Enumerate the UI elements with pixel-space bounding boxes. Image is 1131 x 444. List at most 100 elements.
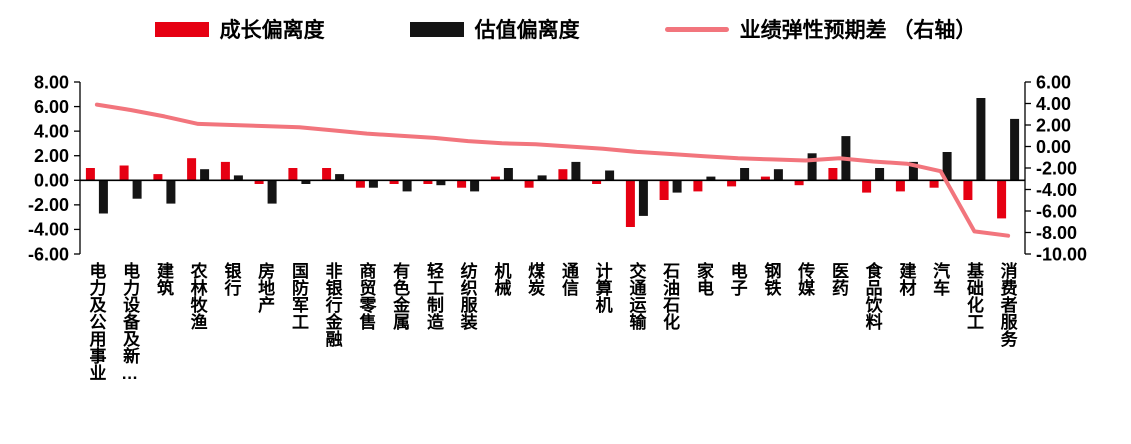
bar-growth: [85, 168, 95, 181]
bar-valuation: [402, 180, 412, 192]
x-axis-label: 通信: [558, 262, 578, 296]
bar-growth: [457, 180, 467, 188]
legend-swatch-pink-line-icon: [664, 26, 729, 32]
x-axis-label: 食品饮料: [862, 262, 882, 330]
x-axis-label: 轻工制造: [423, 262, 443, 330]
right-axis-tick-label: -8.00: [1036, 223, 1077, 243]
x-axis-label: 房地产: [255, 262, 275, 313]
bar-growth: [659, 180, 669, 200]
bar-growth: [490, 176, 500, 181]
bar-valuation: [672, 180, 682, 193]
bar-growth: [592, 180, 602, 184]
expectation-gap-line: [94, 102, 1011, 238]
bar-valuation: [233, 175, 243, 181]
bar-growth: [929, 180, 939, 188]
x-axis-label: 医药: [828, 262, 848, 296]
x-axis-label: 传媒: [795, 262, 815, 296]
bar-growth: [423, 180, 433, 184]
x-axis-label: 钢铁: [761, 262, 781, 296]
x-axis-label: 煤炭: [525, 262, 545, 296]
legend-swatch-red-bar-icon: [154, 21, 209, 37]
bar-growth: [997, 180, 1007, 219]
x-axis-label: 电力设备及新…: [120, 262, 140, 383]
bar-growth: [828, 168, 838, 181]
legend-label-valuation-deviation: 估值偏离度: [474, 19, 580, 42]
x-axis-label: 汽车: [930, 262, 950, 296]
x-axis-label: 商贸零售: [356, 262, 376, 330]
chart-legend: 成长偏离度 估值偏离度 业绩弹性预期差 （右轴）: [0, 14, 1131, 44]
right-axis-tick-label: 2.00: [1036, 115, 1071, 135]
bar-valuation: [740, 168, 750, 181]
bar-valuation: [200, 169, 210, 181]
left-axis-tick-label: 2.00: [34, 146, 69, 166]
bar-growth: [862, 180, 872, 193]
bar-valuation: [638, 180, 648, 216]
right-axis-tick-label: 4.00: [1036, 94, 1071, 114]
bar-valuation: [368, 180, 378, 188]
x-axis-label: 计算机: [592, 262, 612, 313]
bar-growth: [760, 176, 770, 181]
bar-valuation: [908, 161, 918, 181]
bar-valuation: [335, 174, 345, 181]
x-axis-label: 消费者服务: [997, 262, 1017, 347]
bar-growth: [254, 180, 264, 184]
bar-growth: [355, 180, 365, 188]
bar-valuation: [875, 168, 885, 181]
bar-growth: [693, 180, 703, 192]
x-axis-label: 石油石化: [660, 262, 680, 330]
x-axis-label: 国防军工: [288, 262, 308, 330]
left-axis-tick-label: -4.00: [28, 220, 69, 240]
bar-valuation: [976, 98, 986, 181]
bar-growth: [794, 180, 804, 186]
right-axis-tick-label: -6.00: [1036, 201, 1077, 221]
bar-valuation: [436, 180, 446, 186]
bar-valuation: [1010, 118, 1020, 181]
x-axis-label: 纺织服装: [457, 262, 477, 330]
bar-growth: [524, 180, 534, 188]
x-axis-label: 交通运输: [626, 262, 646, 330]
bar-growth: [895, 180, 905, 192]
x-axis-label: 电子: [727, 262, 747, 296]
left-axis-tick-label: 0.00: [34, 171, 69, 191]
bar-growth: [220, 161, 230, 181]
legend-label-expectation-gap: 业绩弹性预期差 （右轴）: [739, 19, 977, 42]
x-axis-label: 有色金属: [390, 262, 410, 330]
x-axis-label: 机械: [491, 262, 511, 296]
x-axis-label: 农林牧渔: [187, 262, 207, 330]
bar-growth: [322, 168, 332, 181]
x-axis-label: 建材: [896, 262, 916, 296]
legend-label-growth-deviation: 成长偏离度: [219, 19, 325, 42]
plot-area: 8.006.004.002.000.00-2.00-4.00-6.006.004…: [28, 72, 1087, 264]
bar-growth: [389, 180, 399, 184]
x-axis-label: 家电: [693, 262, 713, 296]
x-axis-label: 建筑: [153, 262, 173, 296]
bar-growth: [558, 169, 568, 181]
bar-valuation: [132, 180, 142, 199]
bar-valuation: [605, 170, 615, 181]
right-axis-tick-label: 0.00: [1036, 137, 1071, 157]
bar-growth: [625, 180, 635, 227]
bar-valuation: [773, 169, 783, 181]
x-axis-label: 银行: [221, 262, 241, 296]
bar-valuation: [98, 180, 108, 214]
right-axis-tick-label: -2.00: [1036, 158, 1077, 178]
left-axis-tick-label: 4.00: [34, 121, 69, 141]
bar-growth: [187, 158, 197, 181]
bar-valuation: [470, 180, 480, 192]
left-axis-tick-label: -2.00: [28, 195, 69, 215]
x-axis-label: 非银行金融: [322, 262, 342, 347]
bar-valuation: [942, 152, 952, 181]
right-axis-tick-label: -10.00: [1036, 244, 1087, 264]
bar-growth: [153, 174, 163, 181]
legend-swatch-black-bar-icon: [409, 21, 464, 37]
x-axis-label: 电力及公用事业: [86, 262, 106, 381]
right-axis-tick-label: -4.00: [1036, 180, 1077, 200]
bar-growth: [119, 165, 129, 181]
bar-growth: [963, 180, 973, 200]
bar-valuation: [301, 180, 311, 184]
bar-valuation: [807, 153, 817, 181]
bar-valuation: [706, 176, 716, 181]
bar-valuation: [267, 180, 277, 204]
left-axis-tick-label: -6.00: [28, 244, 69, 264]
